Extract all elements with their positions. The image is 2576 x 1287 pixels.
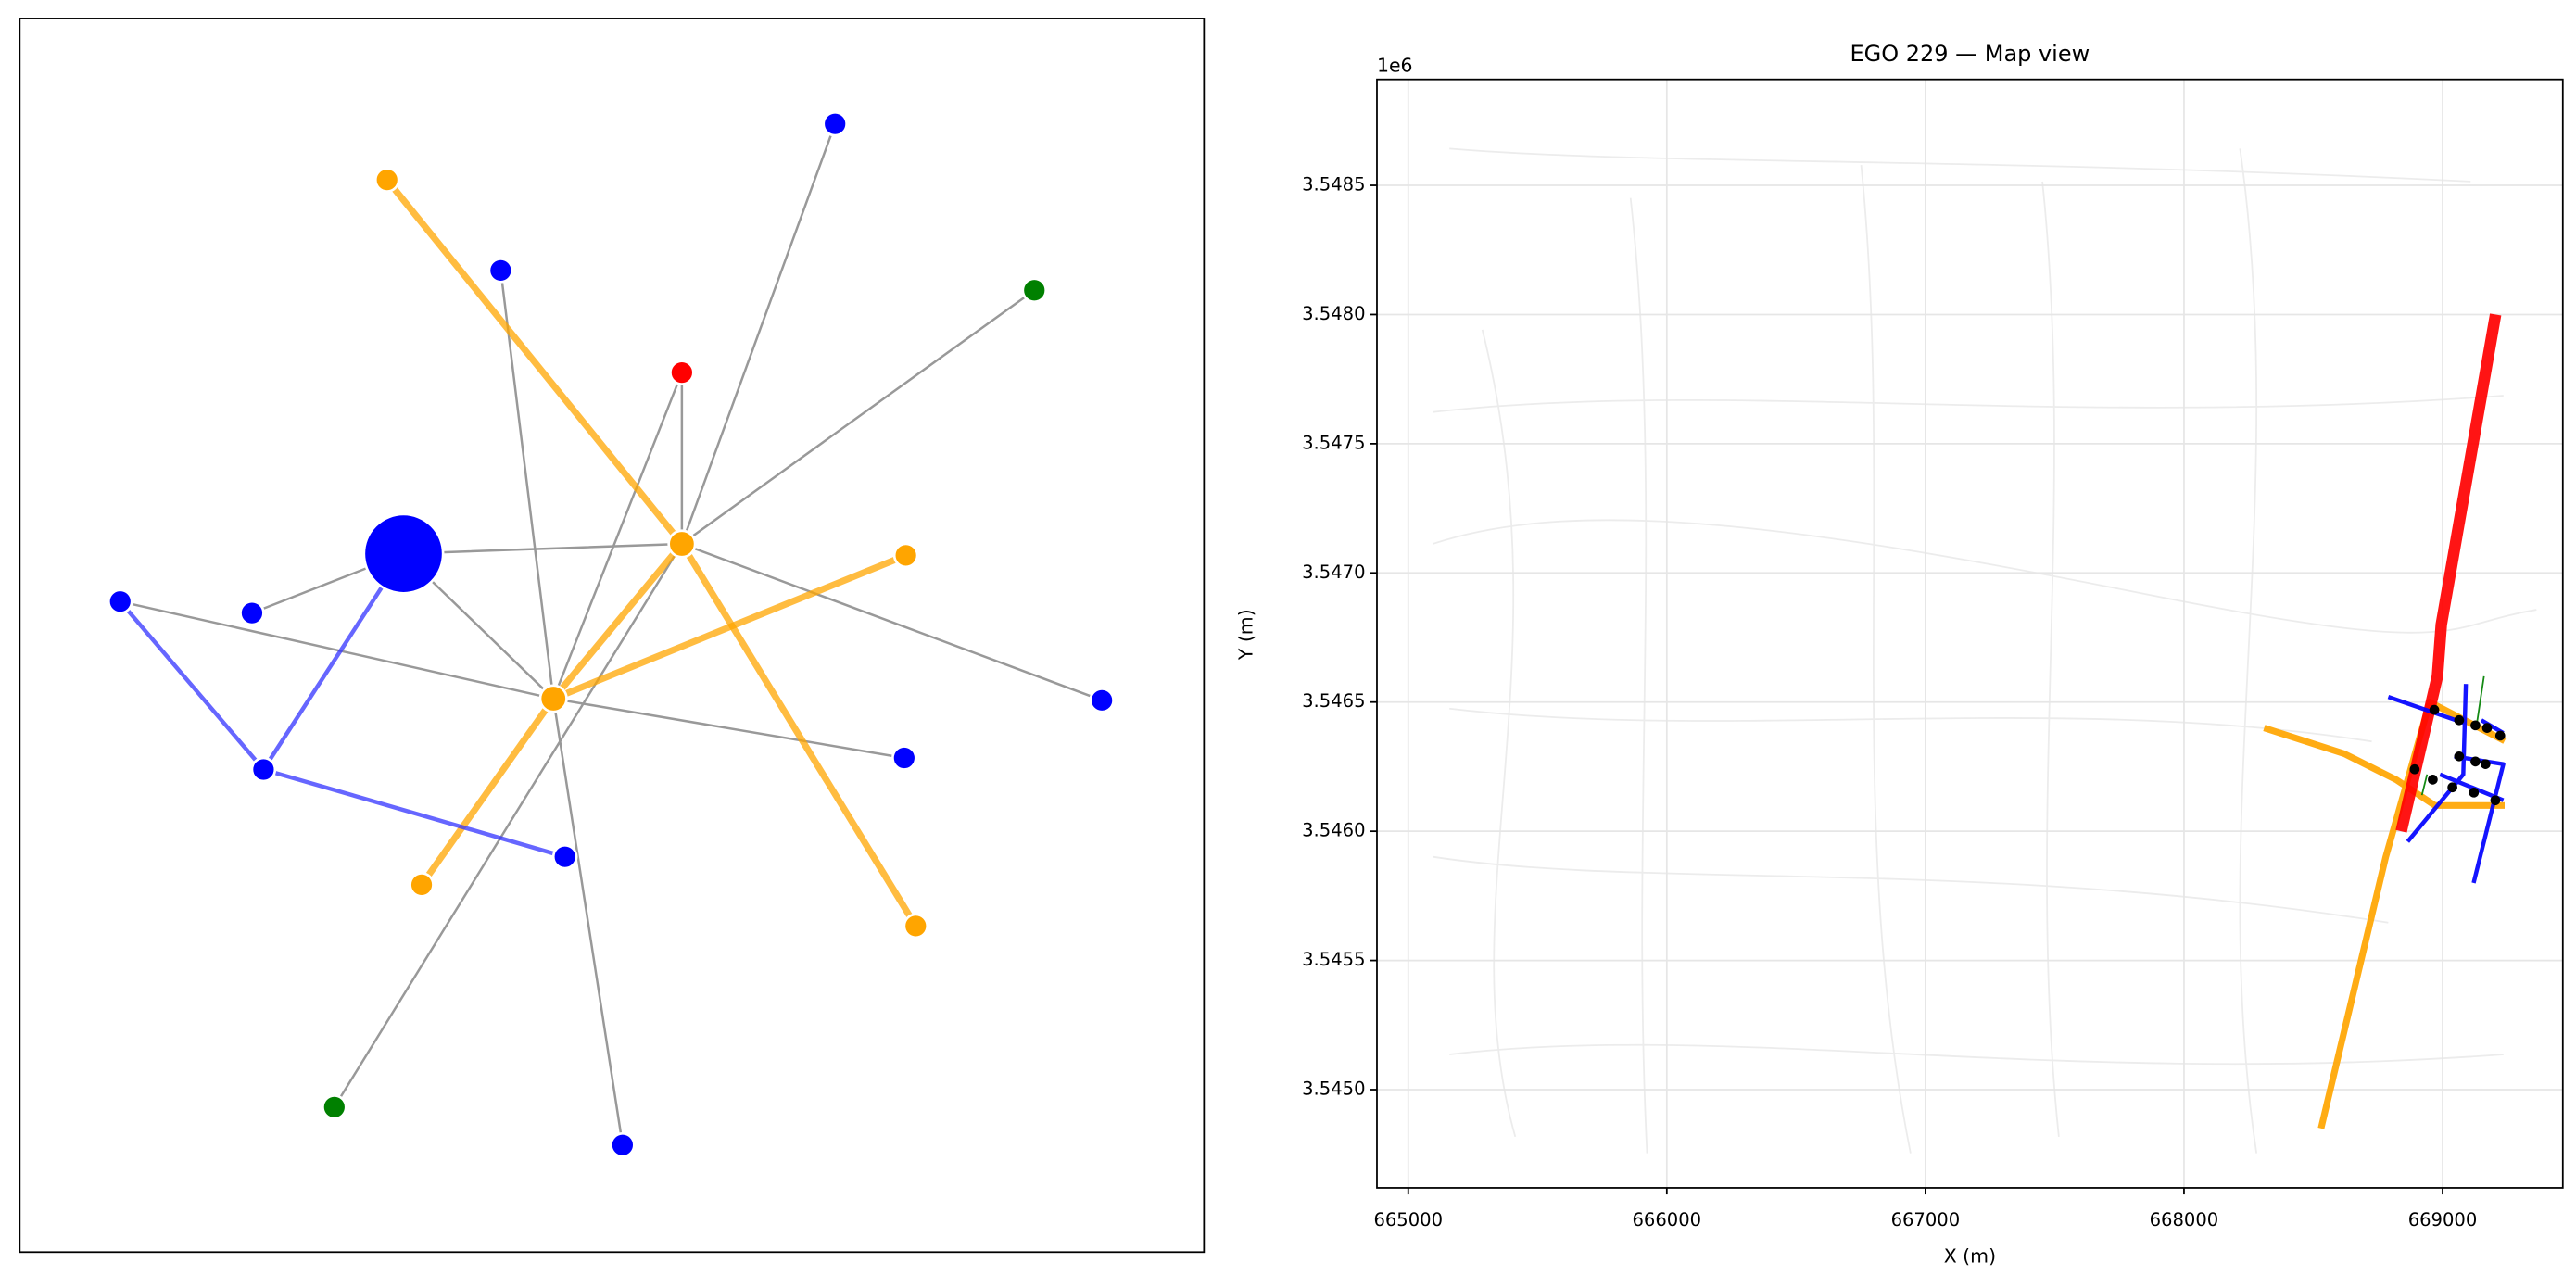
edge (384, 176, 686, 548)
node (669, 360, 695, 385)
y-tick-label: 3.5455 (1302, 949, 1365, 970)
point (2470, 756, 2481, 767)
x-tick-label: 667000 (1891, 1209, 1961, 1230)
node (250, 756, 277, 783)
x-tick-label: 665000 (1373, 1209, 1443, 1230)
map-frame (1376, 78, 2564, 1189)
map-line (2387, 684, 2506, 884)
y-tick-label: 3.5485 (1302, 174, 1365, 196)
point (2494, 730, 2506, 741)
x-tick-label: 666000 (1633, 1209, 1702, 1230)
point (2454, 751, 2465, 762)
edge (118, 599, 266, 772)
point (2481, 723, 2493, 733)
edge (261, 767, 567, 859)
point (2454, 714, 2465, 726)
node (667, 529, 697, 559)
y-tick-label: 3.5470 (1302, 561, 1365, 583)
edge (333, 542, 684, 1109)
y-tick-label: 3.5465 (1302, 690, 1365, 712)
y-tick-label: 3.5450 (1302, 1078, 1365, 1099)
map-title: EGO 229 — Map view (1850, 41, 2090, 67)
road (2041, 181, 2060, 1137)
y-tick-label: 3.5475 (1302, 432, 1365, 453)
edge (549, 540, 686, 702)
y-tick-label: 3.5460 (1302, 820, 1365, 841)
road (1433, 395, 2504, 413)
road (1433, 855, 2389, 924)
node (892, 542, 919, 569)
edge (418, 695, 557, 889)
node (551, 843, 578, 870)
map-line (2420, 675, 2485, 796)
y-tick-label: 3.5480 (1302, 303, 1365, 324)
edge (549, 551, 910, 702)
road (1449, 1043, 2504, 1066)
road (1481, 329, 1517, 1138)
node (822, 110, 848, 137)
node (903, 913, 929, 940)
y-axis-label: Y (m) (1235, 609, 1257, 661)
edge (680, 542, 1104, 702)
road-background (1433, 147, 2537, 1154)
road (1629, 197, 1648, 1154)
road (1449, 707, 2372, 743)
node (373, 167, 400, 193)
x-axis-label: X (m) (1944, 1245, 1996, 1268)
x-tick-label: 669000 (2408, 1209, 2478, 1230)
point (2447, 782, 2457, 793)
edges (118, 122, 1104, 1146)
edge (402, 542, 684, 555)
road (2239, 148, 2258, 1154)
node (1021, 277, 1048, 304)
map-line (2263, 725, 2505, 809)
edge (119, 599, 555, 700)
edge (551, 371, 684, 700)
node (362, 512, 445, 595)
x-tick-label: 668000 (2150, 1209, 2219, 1230)
node (1089, 688, 1115, 713)
network-frame (19, 18, 1206, 1254)
edge (680, 122, 837, 546)
point (2429, 704, 2440, 715)
road (1433, 519, 2537, 634)
edge (680, 288, 1036, 546)
network-panel (19, 18, 1206, 1254)
node (891, 745, 917, 771)
y-offset-label: 1e6 (1377, 54, 1413, 76)
edge (551, 697, 906, 760)
nodes (107, 110, 1115, 1158)
point (2428, 775, 2438, 785)
axes: 665000 666000 667000 668000 669000 3.5450 3.54… (1302, 79, 2563, 1230)
node (409, 872, 435, 898)
series (2263, 313, 2507, 1129)
node (239, 599, 265, 626)
point (2469, 787, 2480, 798)
road (1860, 165, 1912, 1154)
map-panel: EGO 229 — Map view X (m) Y (m) 1e6 66500… (1235, 41, 2564, 1268)
point (2481, 759, 2491, 769)
edge (551, 697, 625, 1146)
point (2490, 795, 2501, 806)
edge (678, 540, 919, 929)
edge (261, 551, 406, 772)
road (1449, 147, 2471, 183)
point (2409, 763, 2420, 775)
node (322, 1094, 347, 1120)
node (610, 1131, 636, 1158)
node (107, 588, 133, 614)
node (487, 258, 514, 284)
edge (499, 269, 555, 700)
map-line (2395, 313, 2502, 833)
point (2470, 720, 2481, 731)
node (538, 684, 568, 713)
